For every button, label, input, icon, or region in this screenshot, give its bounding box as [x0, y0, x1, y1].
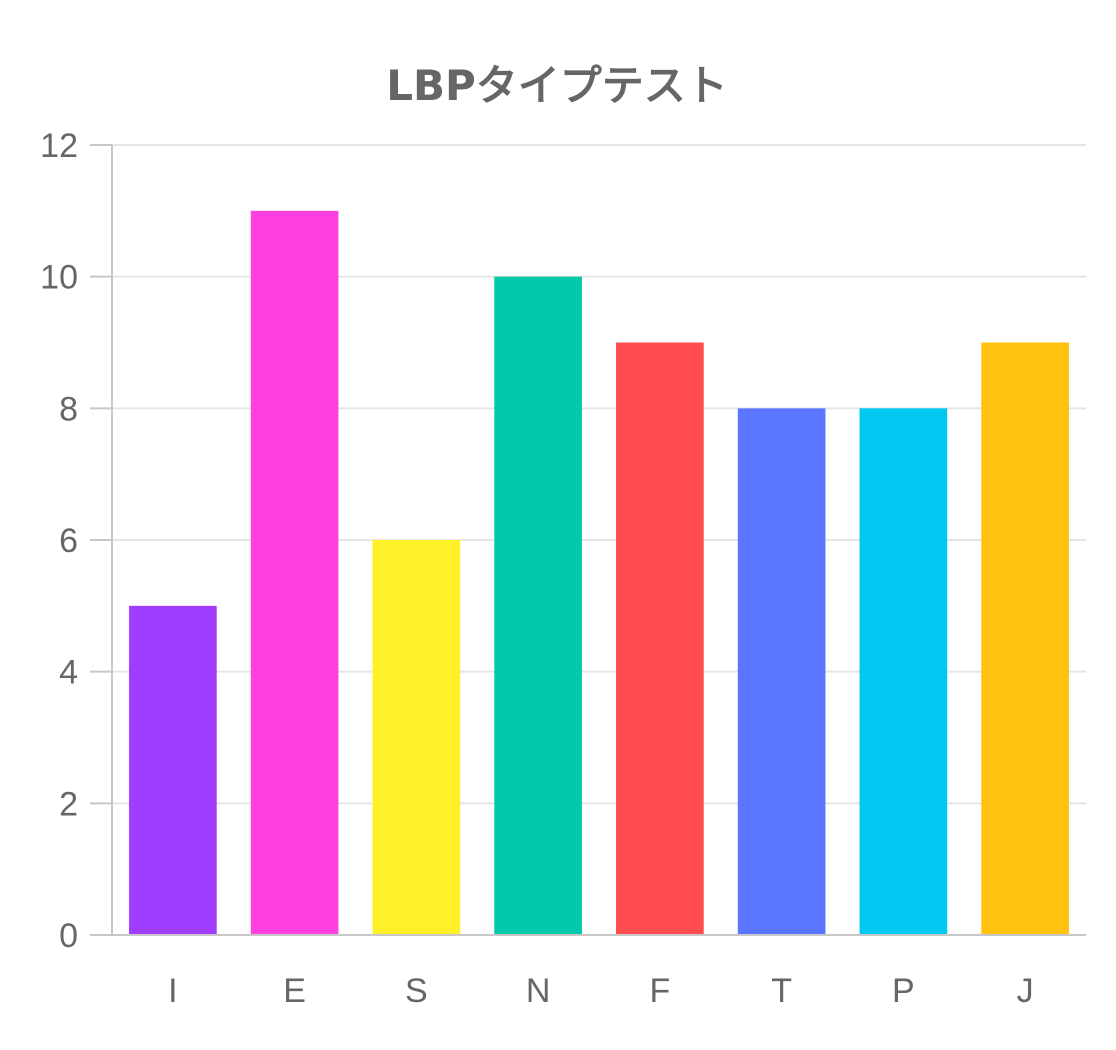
x-tick-label-T: T: [771, 972, 792, 1010]
x-tick-label-J: J: [1017, 972, 1034, 1010]
bar-N[interactable]: [494, 276, 582, 935]
bar-F[interactable]: [616, 342, 704, 935]
bar-E[interactable]: [250, 210, 339, 935]
bar-J[interactable]: [981, 342, 1069, 935]
y-tick-label-2: 2: [59, 785, 78, 823]
y-tick-label-6: 6: [59, 522, 78, 560]
bar-T[interactable]: [737, 408, 826, 934]
y-tick-label-4: 4: [59, 654, 78, 692]
y-tick-label-0: 0: [59, 917, 78, 955]
x-tick-label-P: P: [892, 972, 915, 1010]
y-tick-label-8: 8: [59, 390, 78, 428]
bar-S[interactable]: [372, 540, 461, 934]
chart-title: LBPタイプテスト: [386, 61, 728, 110]
y-tick-label-12: 12: [40, 127, 78, 165]
x-tick-label-E: E: [283, 972, 306, 1010]
bar-P[interactable]: [859, 408, 948, 934]
bar-I[interactable]: [129, 605, 217, 934]
x-tick-label-I: I: [168, 972, 177, 1010]
y-axis: 0 2 4 6 8 10 12: [40, 127, 113, 955]
x-tick-label-S: S: [405, 972, 428, 1010]
y-tick-label-10: 10: [40, 259, 78, 297]
bars-group: [129, 210, 1069, 935]
x-tick-label-F: F: [649, 972, 670, 1010]
x-tick-label-N: N: [526, 972, 551, 1010]
